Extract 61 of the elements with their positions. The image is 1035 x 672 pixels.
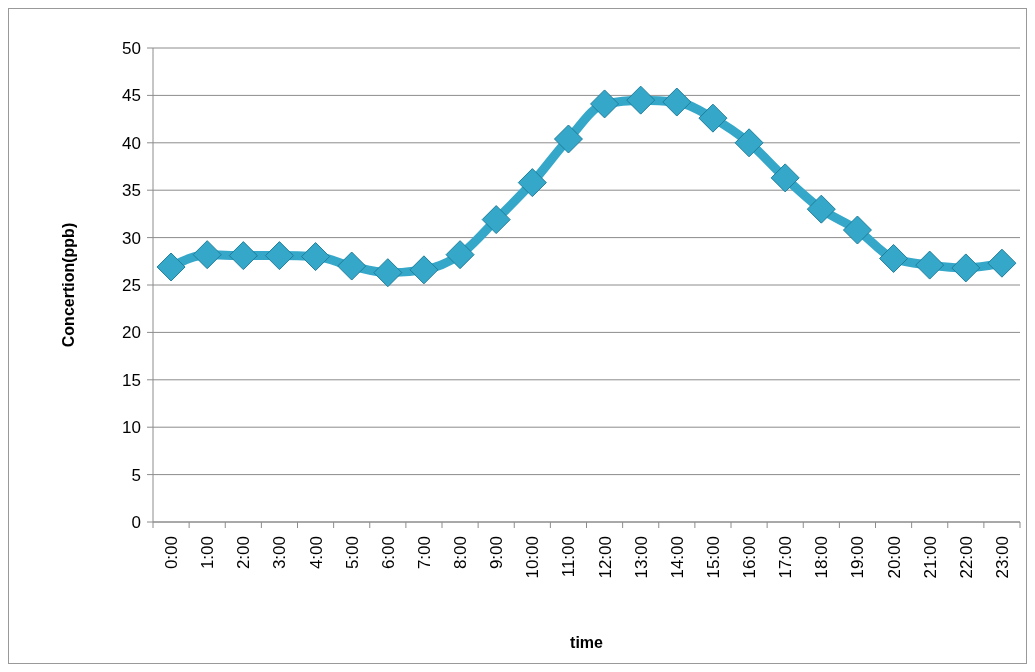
x-tick-label: 3:00 bbox=[270, 536, 290, 570]
point bbox=[409, 255, 439, 285]
point bbox=[445, 240, 475, 270]
x-tick-label: 11:00 bbox=[559, 536, 579, 578]
x-tick-label: 0:00 bbox=[162, 536, 182, 570]
x-tick-label: 9:00 bbox=[487, 536, 507, 570]
x-tick-label: 4:00 bbox=[306, 536, 326, 570]
x-tick-label: 16:00 bbox=[740, 536, 760, 579]
y-tick-label: 20 bbox=[122, 323, 141, 343]
x-tick-label: 14:00 bbox=[667, 536, 687, 579]
point bbox=[770, 163, 800, 193]
point bbox=[373, 258, 403, 288]
x-axis-title: time bbox=[570, 634, 604, 651]
x-tick-label: 1:00 bbox=[198, 536, 218, 570]
point bbox=[842, 215, 872, 245]
x-tick-label: 6:00 bbox=[378, 536, 398, 570]
x-tick-label: 20:00 bbox=[884, 536, 904, 579]
point bbox=[662, 87, 692, 117]
x-tick-label: 15:00 bbox=[703, 536, 723, 579]
point bbox=[590, 89, 620, 119]
point bbox=[734, 128, 764, 158]
point bbox=[517, 168, 547, 198]
y-tick-label: 40 bbox=[122, 133, 141, 153]
point bbox=[481, 205, 511, 235]
point bbox=[337, 251, 367, 281]
point bbox=[192, 240, 222, 270]
point bbox=[553, 124, 583, 154]
point bbox=[698, 103, 728, 133]
x-tick-label: 18:00 bbox=[812, 536, 832, 579]
point bbox=[806, 194, 836, 224]
x-tick-label: 12:00 bbox=[595, 536, 615, 579]
y-tick-label: 5 bbox=[131, 465, 141, 485]
x-tick-label: 22:00 bbox=[956, 536, 976, 579]
x-tick-label: 7:00 bbox=[414, 536, 434, 570]
x-tick-label: 21:00 bbox=[920, 536, 940, 579]
x-tick-label: 2:00 bbox=[234, 536, 254, 570]
x-tick-label: 5:00 bbox=[342, 536, 362, 570]
y-tick-label: 30 bbox=[122, 228, 141, 248]
point bbox=[156, 252, 186, 282]
y-tick-label: 50 bbox=[122, 38, 141, 58]
x-tick-label: 19:00 bbox=[848, 536, 868, 579]
point bbox=[915, 250, 945, 280]
x-tick-label: 13:00 bbox=[631, 536, 651, 579]
x-tick-label: 23:00 bbox=[992, 536, 1012, 579]
y-tick-label: 15 bbox=[122, 370, 141, 390]
point bbox=[879, 243, 909, 273]
x-tick-label: 8:00 bbox=[451, 536, 471, 570]
point bbox=[264, 241, 294, 271]
point bbox=[301, 242, 331, 272]
y-tick-label: 25 bbox=[122, 275, 141, 295]
y-tick-label: 0 bbox=[131, 512, 141, 532]
x-tick-label: 17:00 bbox=[776, 536, 796, 579]
point bbox=[228, 241, 258, 271]
y-axis-title: Concertion(ppb) bbox=[60, 222, 77, 348]
y-tick-label: 10 bbox=[122, 418, 141, 438]
point bbox=[987, 248, 1017, 278]
y-tick-label: 45 bbox=[122, 86, 141, 106]
y-tick-label: 35 bbox=[122, 181, 141, 201]
x-tick-label: 10:00 bbox=[523, 536, 543, 579]
point bbox=[951, 253, 981, 283]
point bbox=[626, 85, 656, 115]
